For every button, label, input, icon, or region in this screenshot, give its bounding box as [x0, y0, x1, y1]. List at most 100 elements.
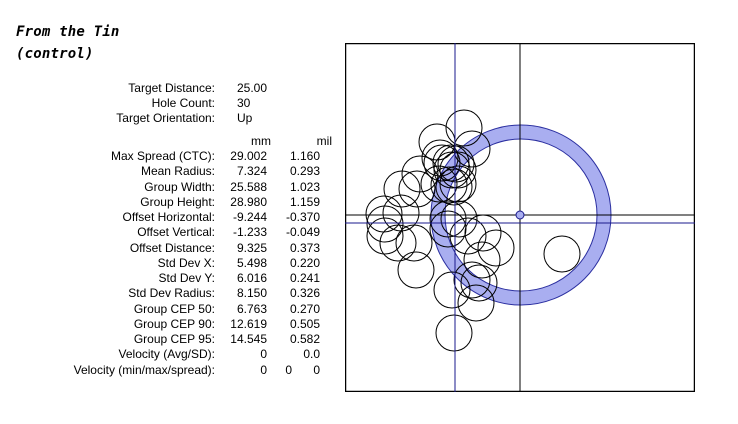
- summary-label: Target Distance:: [128, 81, 215, 95]
- stat-label: Offset Horizontal:: [122, 210, 215, 224]
- stats-row: Velocity (Avg/SD): 0 0.0: [0, 347, 738, 362]
- stat-mil: 0.326: [289, 286, 320, 301]
- stat-mil: 1.160: [289, 149, 320, 163]
- stat-mm: 28.980: [230, 194, 267, 209]
- stats-row: Group CEP 50: 6.763 0.270: [0, 302, 738, 317]
- stat-mm: 8.150: [236, 286, 267, 301]
- stat-label: Group CEP 50:: [133, 301, 215, 316]
- hole: [445, 109, 483, 147]
- stat-label: Group CEP 90:: [133, 316, 215, 331]
- hole: [433, 271, 471, 309]
- hole: [366, 217, 404, 255]
- hole: [439, 165, 477, 203]
- summary-label: Target Orientation:: [116, 111, 215, 125]
- stat-mil: 1.023: [289, 179, 320, 194]
- hole: [398, 170, 436, 208]
- velocity-min: 0: [260, 362, 267, 377]
- stat-label: Velocity (Avg/SD):: [118, 347, 215, 362]
- hole: [457, 284, 495, 322]
- stat-mm: 7.324: [236, 164, 267, 179]
- stat-mm: 14.545: [230, 332, 267, 346]
- stats-header-row: mm mil: [0, 134, 738, 149]
- stat-mm: 12.619: [230, 316, 267, 331]
- stat-label: Group Width:: [144, 179, 215, 194]
- stats-row: Group Width: 25.588 1.023: [0, 180, 738, 195]
- stat-mm: 6.016: [236, 271, 267, 285]
- stat-mil: -0.370: [285, 210, 320, 224]
- stat-label: Mean Radius:: [140, 164, 215, 179]
- stat-mil: 0.270: [289, 301, 320, 316]
- hole: [430, 166, 468, 204]
- stat-label: Group CEP 95:: [133, 332, 215, 346]
- stats-row: Group Height: 28.980 1.159: [0, 195, 738, 210]
- hole: [366, 205, 404, 243]
- stat-mil: -0.049: [285, 225, 320, 240]
- stats-row: Mean Radius: 7.324 0.293: [0, 164, 738, 179]
- stat-label: Offset Vertical:: [137, 225, 215, 240]
- axes-layer: [345, 43, 695, 392]
- hole: [463, 241, 501, 279]
- stat-mil: 0.241: [289, 271, 320, 285]
- stat-mm: 0: [260, 347, 267, 362]
- stat-mm: -1.233: [232, 225, 267, 240]
- stat-mm: 25.588: [230, 179, 267, 194]
- stat-mm: -9.244: [232, 210, 267, 224]
- hole: [435, 168, 473, 206]
- target-plot: [345, 43, 695, 392]
- summary-row: Target Distance: 25.00: [0, 81, 738, 96]
- hole: [439, 151, 477, 189]
- stat-label: Std Dev X:: [157, 255, 215, 270]
- hole: [440, 200, 478, 238]
- stat-mil: 0.505: [289, 316, 320, 331]
- hole: [395, 224, 433, 262]
- stat-mil: 0.0: [303, 347, 320, 362]
- title-line-2: (control): [16, 46, 94, 62]
- stat-mil: 1.159: [289, 194, 320, 209]
- stats-row: Offset Vertical: -1.233 -0.049: [0, 225, 738, 240]
- summary-value: Up: [237, 111, 253, 125]
- hole: [429, 210, 467, 248]
- hole: [383, 170, 421, 208]
- hole: [543, 235, 581, 273]
- stats-row: Std Dev Radius: 8.150 0.326: [0, 286, 738, 301]
- title-line-1: From the Tin: [16, 24, 120, 40]
- stat-mil: 0.293: [289, 164, 320, 179]
- header-mil: mil: [316, 134, 332, 148]
- stat-label: Max Spread (CTC):: [110, 149, 215, 163]
- summary-row: Target Orientation: Up: [0, 111, 738, 126]
- stat-label: Offset Distance:: [129, 240, 215, 255]
- stat-mm: 5.498: [236, 255, 267, 270]
- hole: [460, 264, 498, 302]
- stats-row: Offset Horizontal: -9.244 -0.370: [0, 210, 738, 225]
- header-mm: mm: [251, 134, 271, 148]
- aim-point-marker: [515, 210, 525, 220]
- stat-mm: 9.325: [236, 240, 267, 255]
- hole: [453, 261, 491, 299]
- hole: [477, 229, 515, 267]
- summary-row: Hole Count: 30: [0, 96, 738, 111]
- hole: [453, 130, 491, 168]
- hole: [397, 251, 435, 289]
- stats-row: Offset Distance: 9.325 0.373: [0, 241, 738, 256]
- stat-mm: 6.763: [236, 301, 267, 316]
- velocity-max: 0: [285, 362, 292, 377]
- stats-row: Std Dev X: 5.498 0.220: [0, 256, 738, 271]
- stats-row: Group CEP 90: 12.619 0.505: [0, 317, 738, 332]
- summary-label: Hole Count:: [151, 96, 215, 110]
- stat-label: Group Height:: [140, 194, 215, 209]
- hole: [435, 314, 473, 352]
- stat-mil: 0.582: [289, 332, 320, 346]
- velocity-label: Velocity (min/max/spread):: [73, 362, 215, 377]
- stats-row: Group CEP 95: 14.545 0.582: [0, 332, 738, 347]
- holes-layer: [365, 109, 581, 352]
- stats-row: Max Spread (CTC): 29.002 1.160: [0, 149, 738, 164]
- summary-value: 30: [237, 96, 251, 110]
- stat-mil: 0.373: [289, 240, 320, 255]
- hole: [420, 165, 458, 203]
- hole: [429, 200, 467, 238]
- hole: [449, 217, 487, 255]
- stat-mm: 29.002: [230, 149, 267, 163]
- stat-label: Std Dev Radius:: [128, 286, 215, 301]
- summary-value: 25.00: [237, 81, 268, 95]
- stats-row: Std Dev Y: 6.016 0.241: [0, 271, 738, 286]
